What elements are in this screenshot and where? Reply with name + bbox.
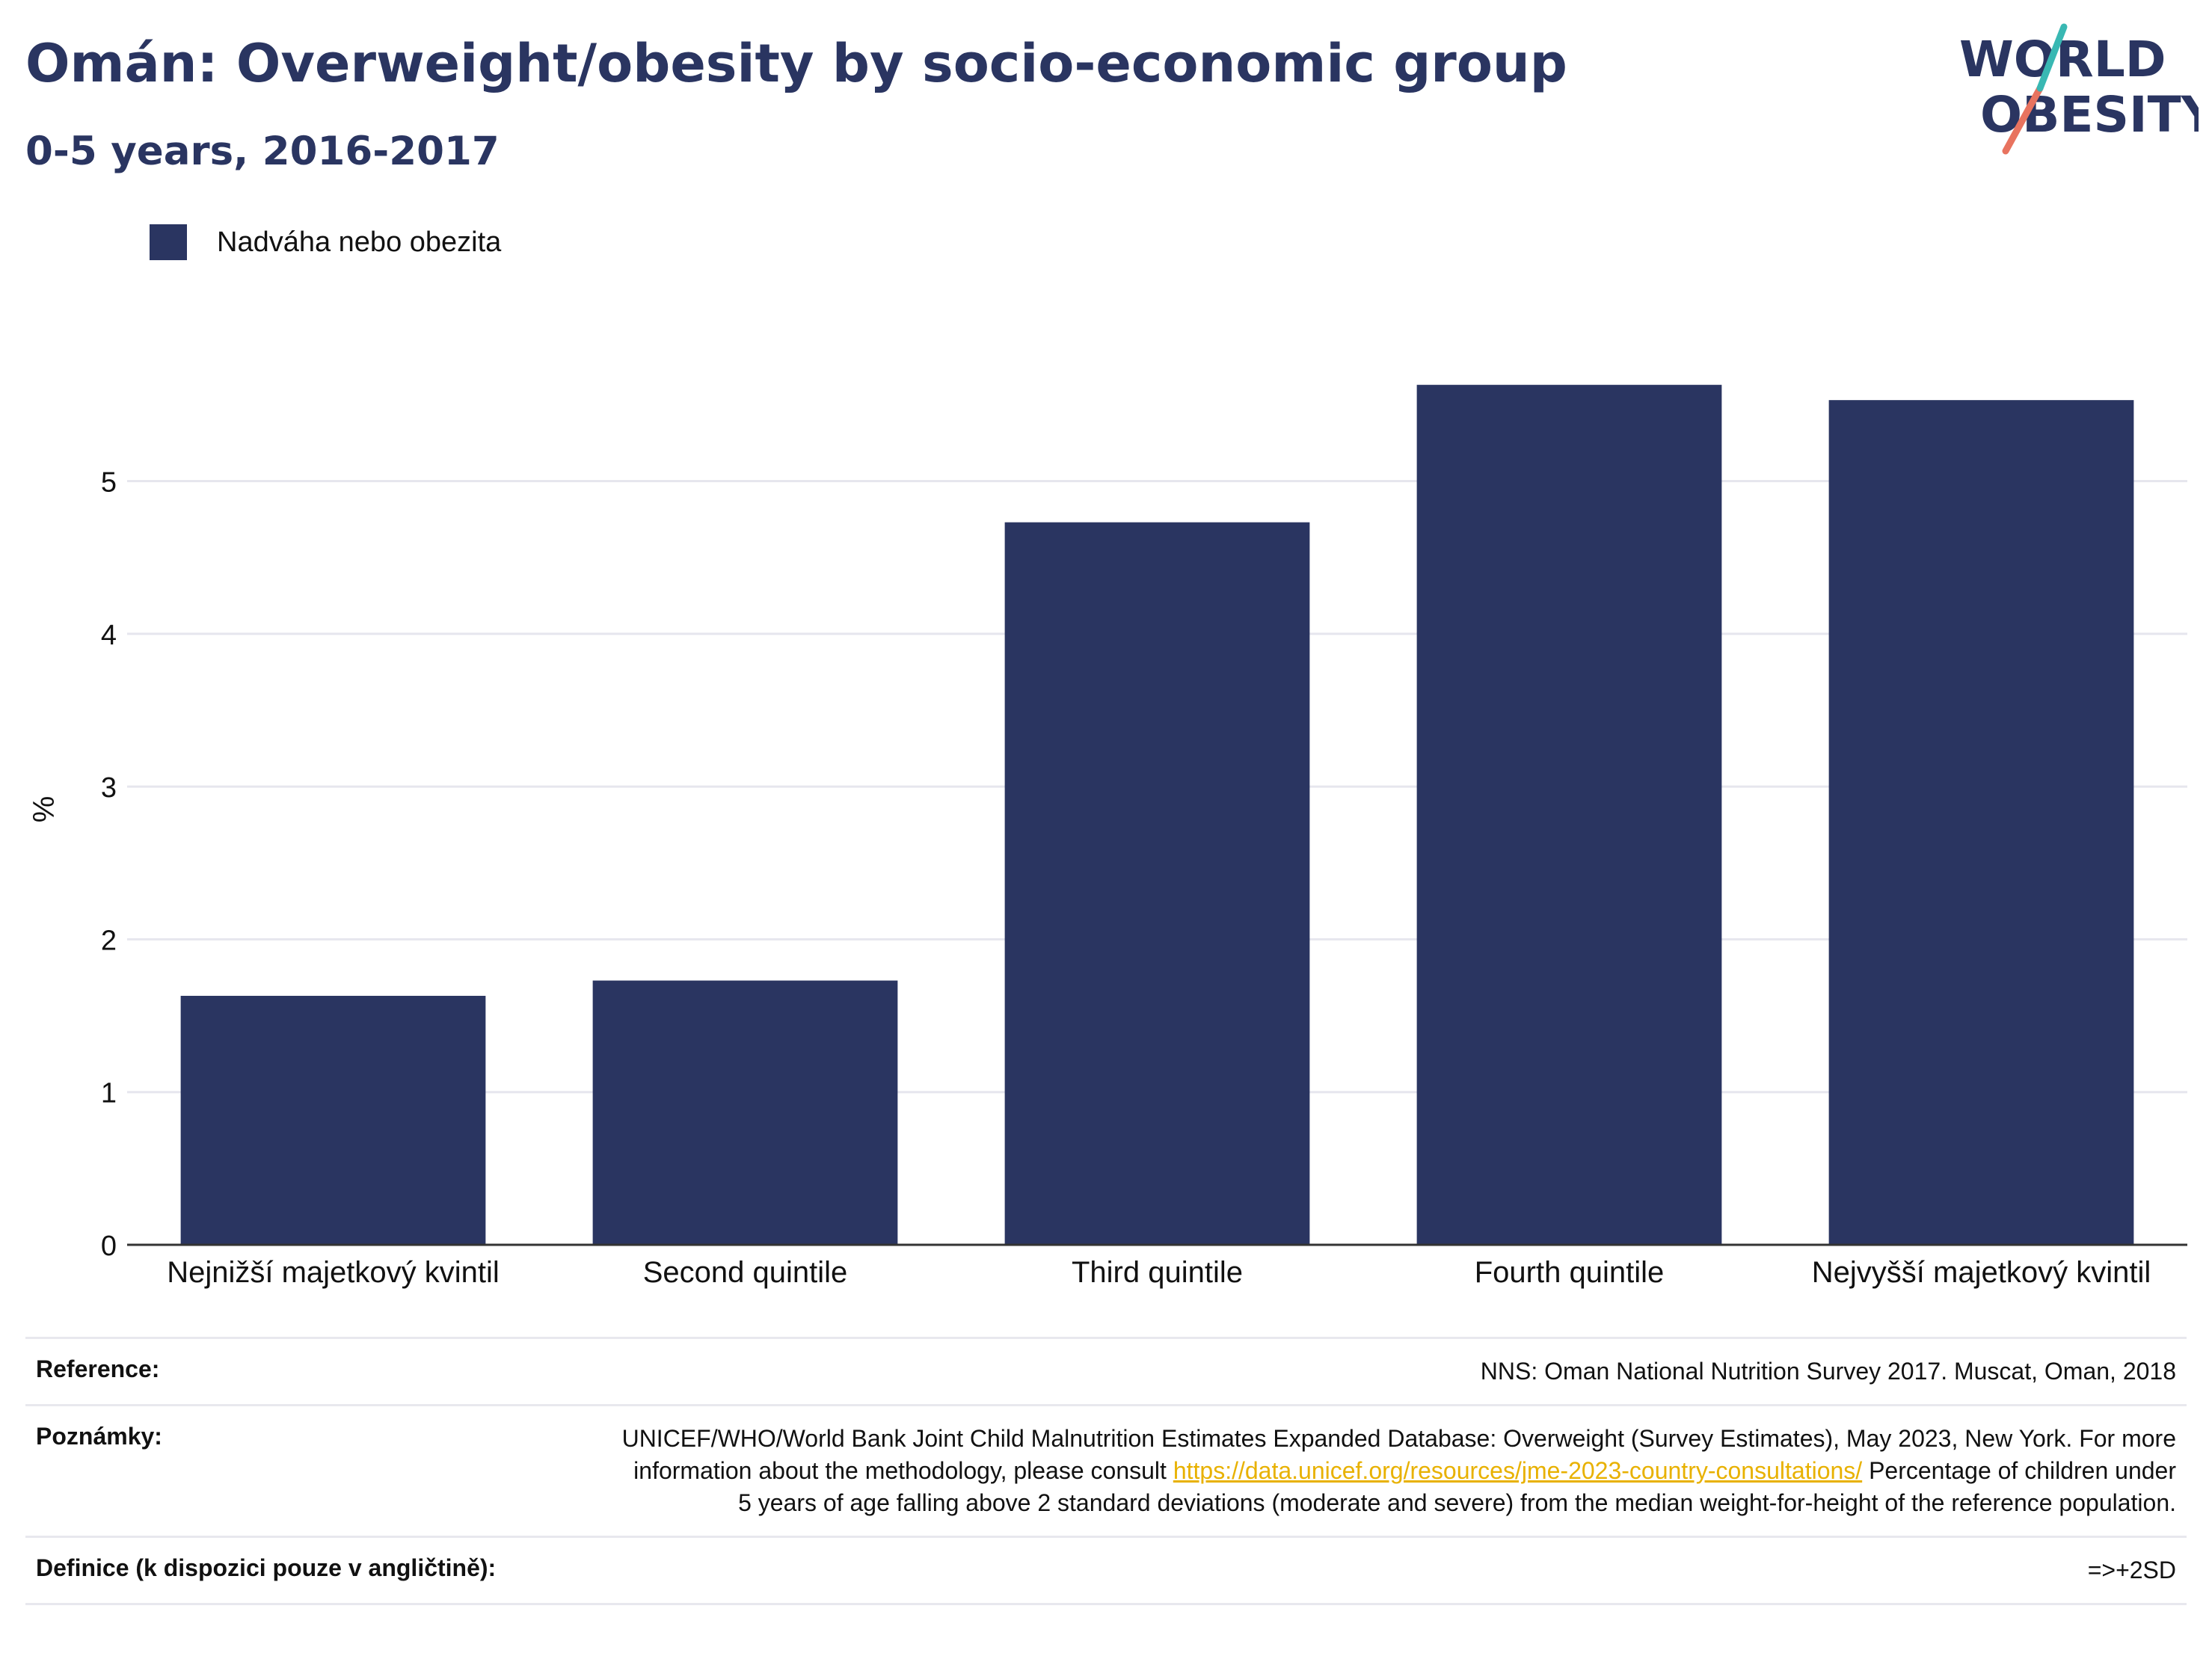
notes-text-1: UNICEF/WHO/World Bank Joint Child Malnut…: [621, 1425, 2176, 1484]
bar: [592, 980, 898, 1245]
y-tick-label: 2: [101, 925, 117, 956]
notes-text-2: Percentage of children under 5 years of …: [738, 1457, 2176, 1516]
y-tick-label: 4: [101, 620, 117, 651]
footer-table: Reference: NNS: Oman National Nutrition …: [25, 1337, 2187, 1605]
logo-slash-lower: [2002, 84, 2044, 155]
x-tick-label: Nejvyšší majetkový kvintil: [1812, 1256, 2151, 1289]
logo-slash-upper: [2036, 23, 2068, 92]
reference-value: NNS: Oman National Nutrition Survey 2017…: [1480, 1358, 2176, 1385]
legend-swatch: [150, 224, 187, 260]
bar-chart: 0 1 2 3 4 5% Nejnižší majetkový kvintil Second …: [28, 384, 2187, 1289]
definition-label: Definice (k dispozici pouze v angličtině…: [36, 1554, 497, 1581]
definition-value: =>+2SD: [2087, 1557, 2176, 1583]
x-tick-label: Third quintile: [1072, 1256, 1243, 1289]
notes-label: Poznámky:: [36, 1423, 162, 1450]
legend: Nadváha nebo obezita: [150, 224, 501, 260]
y-tick-label: 3: [101, 772, 117, 804]
bar: [1004, 522, 1310, 1245]
footer-row-reference: Reference: NNS: Oman National Nutrition …: [25, 1337, 2187, 1404]
y-tick-label: 0: [101, 1231, 117, 1262]
x-tick-label: Second quintile: [643, 1256, 848, 1289]
bar: [1416, 384, 1722, 1245]
notes-link[interactable]: https://data.unicef.org/resources/jme-20…: [1173, 1457, 1863, 1484]
footer-row-notes: Poznámky: UNICEF/WHO/World Bank Joint Ch…: [25, 1404, 2187, 1536]
notes-value: UNICEF/WHO/World Bank Joint Child Malnut…: [621, 1423, 2176, 1519]
chart-title: Omán: Overweight/obesity by socio-econom…: [25, 33, 1567, 94]
footer-row-definition: Definice (k dispozici pouze v angličtině…: [25, 1536, 2187, 1605]
logo-line1: WORLD: [1959, 31, 2166, 88]
world-obesity-logo: WORLD OBESITY: [1959, 23, 2199, 155]
reference-label: Reference:: [36, 1355, 160, 1382]
chart-subtitle: 0-5 years, 2016-2017: [25, 129, 500, 174]
y-tick-label: 1: [101, 1078, 117, 1109]
y-axis-label: %: [28, 796, 61, 823]
y-tick-label: 5: [101, 467, 117, 498]
x-tick-label: Fourth quintile: [1475, 1256, 1664, 1289]
bar: [180, 995, 486, 1245]
bar: [1828, 400, 2134, 1245]
x-tick-label: Nejnižší majetkový kvintil: [167, 1256, 500, 1289]
legend-label: Nadváha nebo obezita: [217, 226, 502, 258]
